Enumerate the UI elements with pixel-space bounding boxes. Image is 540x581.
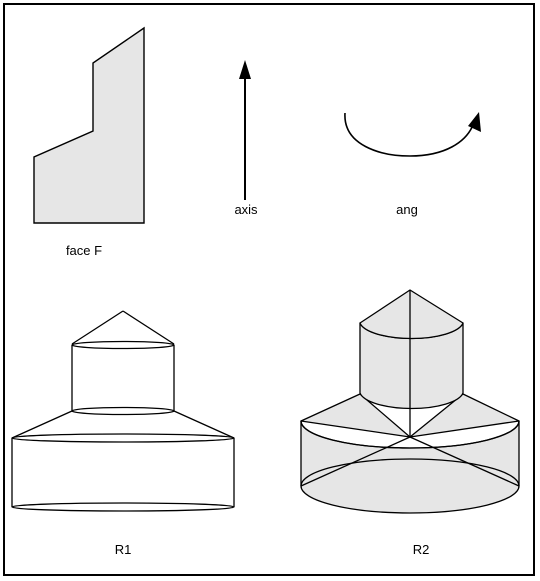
angle-arc-icon xyxy=(344,112,481,157)
face-f-label: face F xyxy=(65,243,103,258)
face-f-shape xyxy=(33,26,145,224)
figure-frame xyxy=(3,3,535,576)
r2-label: R2 xyxy=(412,542,430,557)
axis-arrow-icon xyxy=(239,60,251,200)
r2-solid xyxy=(300,289,520,514)
axis-label: axis xyxy=(234,202,258,217)
r1-solid xyxy=(11,310,235,512)
angle-label: ang xyxy=(396,202,418,217)
r1-label: R1 xyxy=(114,542,132,557)
